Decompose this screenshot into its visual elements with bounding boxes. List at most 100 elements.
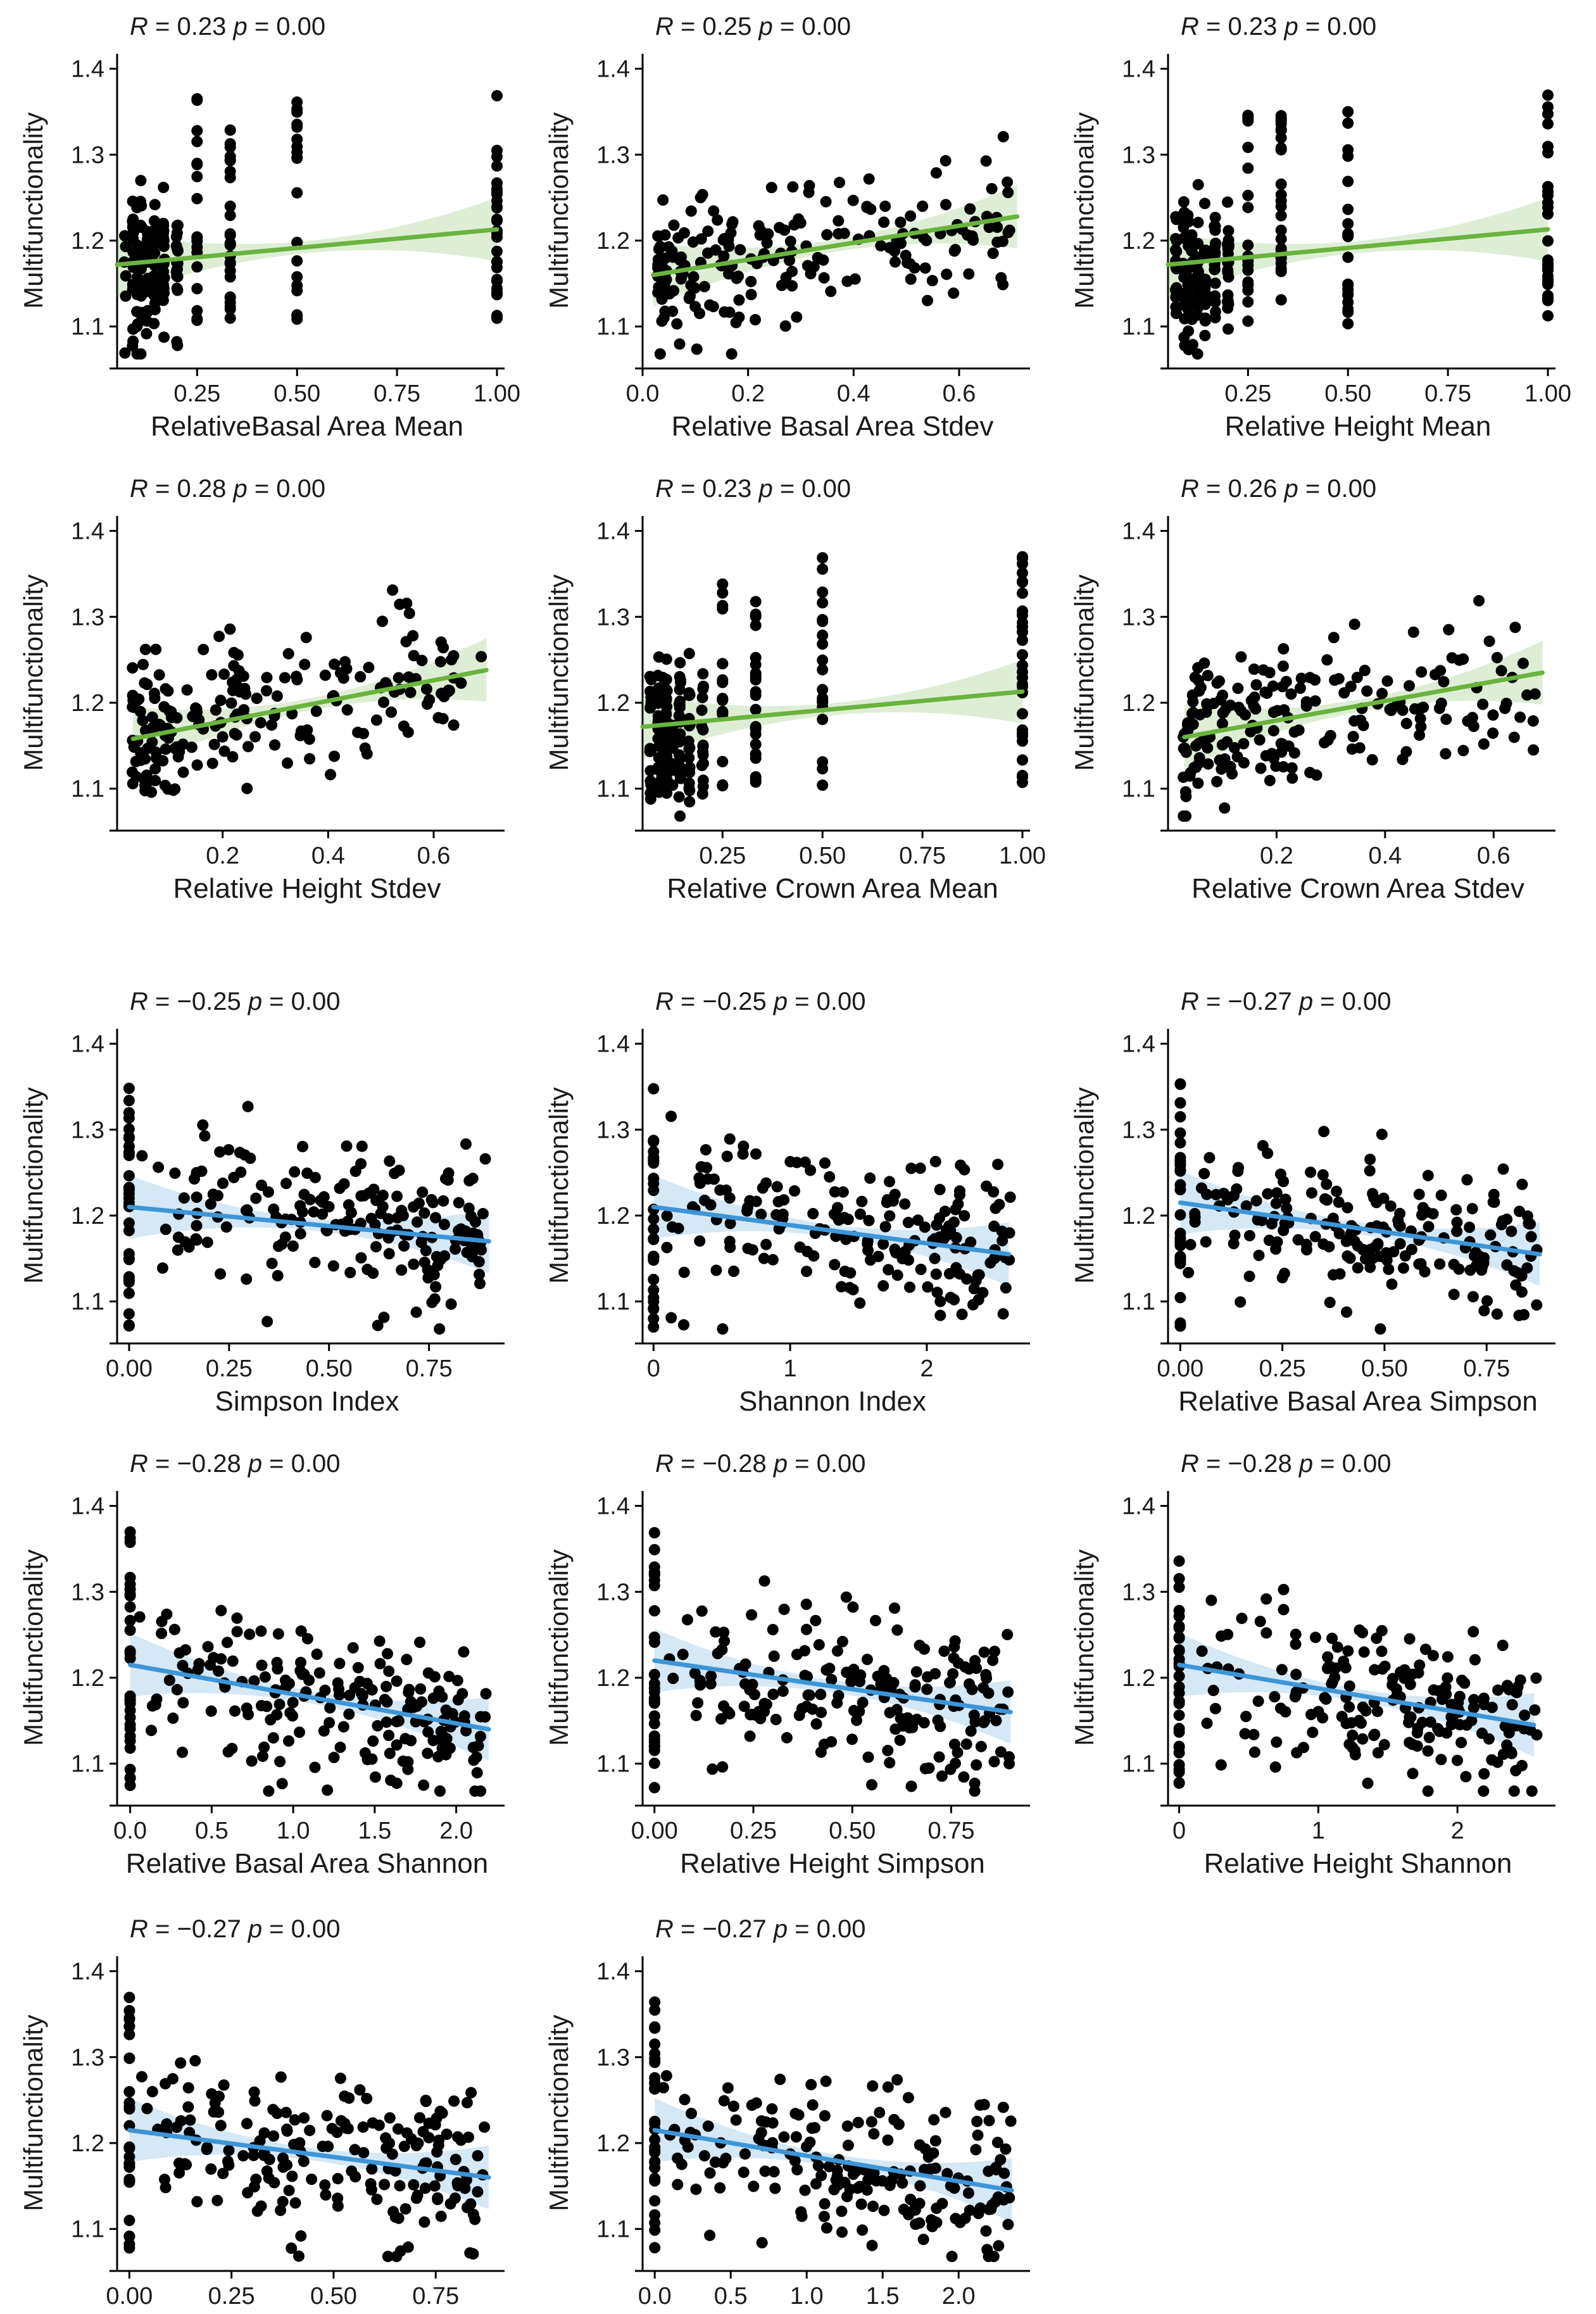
data-point bbox=[283, 1735, 294, 1747]
data-point bbox=[817, 552, 829, 564]
data-point bbox=[254, 717, 267, 729]
data-point bbox=[1351, 672, 1363, 683]
data-point bbox=[1173, 1604, 1185, 1616]
data-point bbox=[1355, 714, 1367, 726]
data-point bbox=[1269, 1761, 1281, 1773]
data-point bbox=[267, 1732, 279, 1744]
y-tick-label: 1.4 bbox=[71, 56, 104, 83]
data-point bbox=[294, 729, 306, 741]
data-point bbox=[299, 658, 311, 670]
data-point bbox=[1407, 1768, 1419, 1780]
data-point bbox=[480, 1688, 492, 1700]
data-point bbox=[1464, 1221, 1476, 1233]
data-point bbox=[987, 1654, 999, 1666]
y-tick-label: 1.2 bbox=[71, 2130, 104, 2157]
data-point bbox=[286, 708, 298, 720]
data-point bbox=[884, 1210, 896, 1222]
data-point bbox=[123, 1319, 135, 1331]
data-point bbox=[708, 205, 720, 217]
y-tick-label: 1.2 bbox=[71, 1203, 104, 1229]
data-point bbox=[1326, 1676, 1338, 1688]
data-point bbox=[970, 1274, 982, 1286]
data-point bbox=[791, 1157, 803, 1169]
data-point bbox=[921, 234, 933, 246]
x-tick-label: 0.2 bbox=[731, 380, 765, 407]
data-point bbox=[932, 1714, 944, 1726]
data-point bbox=[127, 340, 139, 352]
data-point bbox=[862, 1751, 874, 1763]
data-point bbox=[993, 1198, 1005, 1210]
data-point bbox=[817, 756, 829, 768]
data-point bbox=[790, 2131, 802, 2143]
data-point bbox=[817, 597, 829, 609]
data-point bbox=[153, 1161, 165, 1173]
data-point bbox=[821, 229, 833, 241]
data-point bbox=[1423, 1732, 1435, 1744]
data-point bbox=[648, 1312, 660, 1324]
data-point bbox=[422, 1747, 434, 1759]
data-point bbox=[807, 1703, 819, 1715]
data-point bbox=[1017, 735, 1028, 747]
data-point bbox=[1179, 742, 1191, 754]
data-point bbox=[784, 255, 795, 267]
data-point bbox=[779, 320, 791, 332]
data-point bbox=[704, 2229, 716, 2241]
data-point bbox=[767, 1688, 779, 1701]
data-point bbox=[124, 1614, 136, 1626]
data-point bbox=[719, 1635, 731, 1647]
data-point bbox=[659, 229, 671, 241]
data-point bbox=[178, 1192, 190, 1204]
data-point bbox=[648, 1136, 660, 1148]
correlation-annotation: R = −0.28 p = 0.00 bbox=[130, 1450, 341, 1478]
data-point bbox=[291, 285, 303, 297]
data-point bbox=[1186, 279, 1198, 291]
data-point bbox=[344, 1267, 356, 1278]
data-point bbox=[1224, 760, 1236, 772]
data-point bbox=[468, 1754, 480, 1766]
data-point bbox=[491, 177, 503, 189]
x-tick-label: 0 bbox=[1172, 1818, 1186, 1844]
data-point bbox=[256, 1179, 268, 1192]
data-point bbox=[657, 194, 669, 206]
data-point bbox=[948, 2182, 960, 2194]
data-point bbox=[1245, 726, 1257, 738]
data-point bbox=[1349, 1749, 1361, 1761]
data-point bbox=[212, 1190, 223, 1202]
data-point bbox=[1002, 2218, 1014, 2230]
data-point bbox=[1343, 1233, 1355, 1245]
data-point bbox=[1214, 694, 1226, 706]
data-point bbox=[249, 731, 261, 743]
data-point bbox=[357, 2121, 369, 2133]
data-point bbox=[380, 2132, 392, 2144]
data-point bbox=[1192, 287, 1204, 299]
data-point bbox=[807, 2099, 819, 2111]
data-point bbox=[969, 1777, 981, 1789]
regression-line bbox=[1177, 1663, 1536, 1728]
data-point bbox=[692, 1697, 704, 1709]
data-point bbox=[261, 672, 273, 684]
data-point bbox=[191, 1220, 203, 1231]
data-point bbox=[124, 1704, 136, 1716]
data-point bbox=[1002, 176, 1014, 188]
data-point bbox=[412, 1216, 423, 1228]
data-point bbox=[781, 1732, 793, 1744]
data-point bbox=[649, 2146, 661, 2158]
data-point bbox=[343, 2092, 355, 2104]
data-point bbox=[286, 2242, 298, 2254]
y-axis-title: Multifunctionality bbox=[544, 1087, 574, 1283]
r-symbol: R bbox=[655, 1915, 674, 1943]
data-point bbox=[369, 1219, 381, 1231]
data-point bbox=[381, 1696, 393, 1708]
data-point bbox=[139, 780, 151, 792]
data-point bbox=[933, 1751, 945, 1763]
data-point bbox=[755, 1713, 767, 1725]
p-symbol: p bbox=[1283, 475, 1298, 503]
data-point bbox=[1476, 1261, 1488, 1273]
data-point bbox=[320, 2189, 332, 2201]
data-point bbox=[718, 250, 730, 262]
data-point bbox=[739, 2148, 751, 2160]
data-point bbox=[777, 1209, 789, 1220]
data-point bbox=[146, 1700, 158, 1712]
data-point bbox=[800, 1599, 812, 1610]
data-point bbox=[672, 2153, 684, 2164]
